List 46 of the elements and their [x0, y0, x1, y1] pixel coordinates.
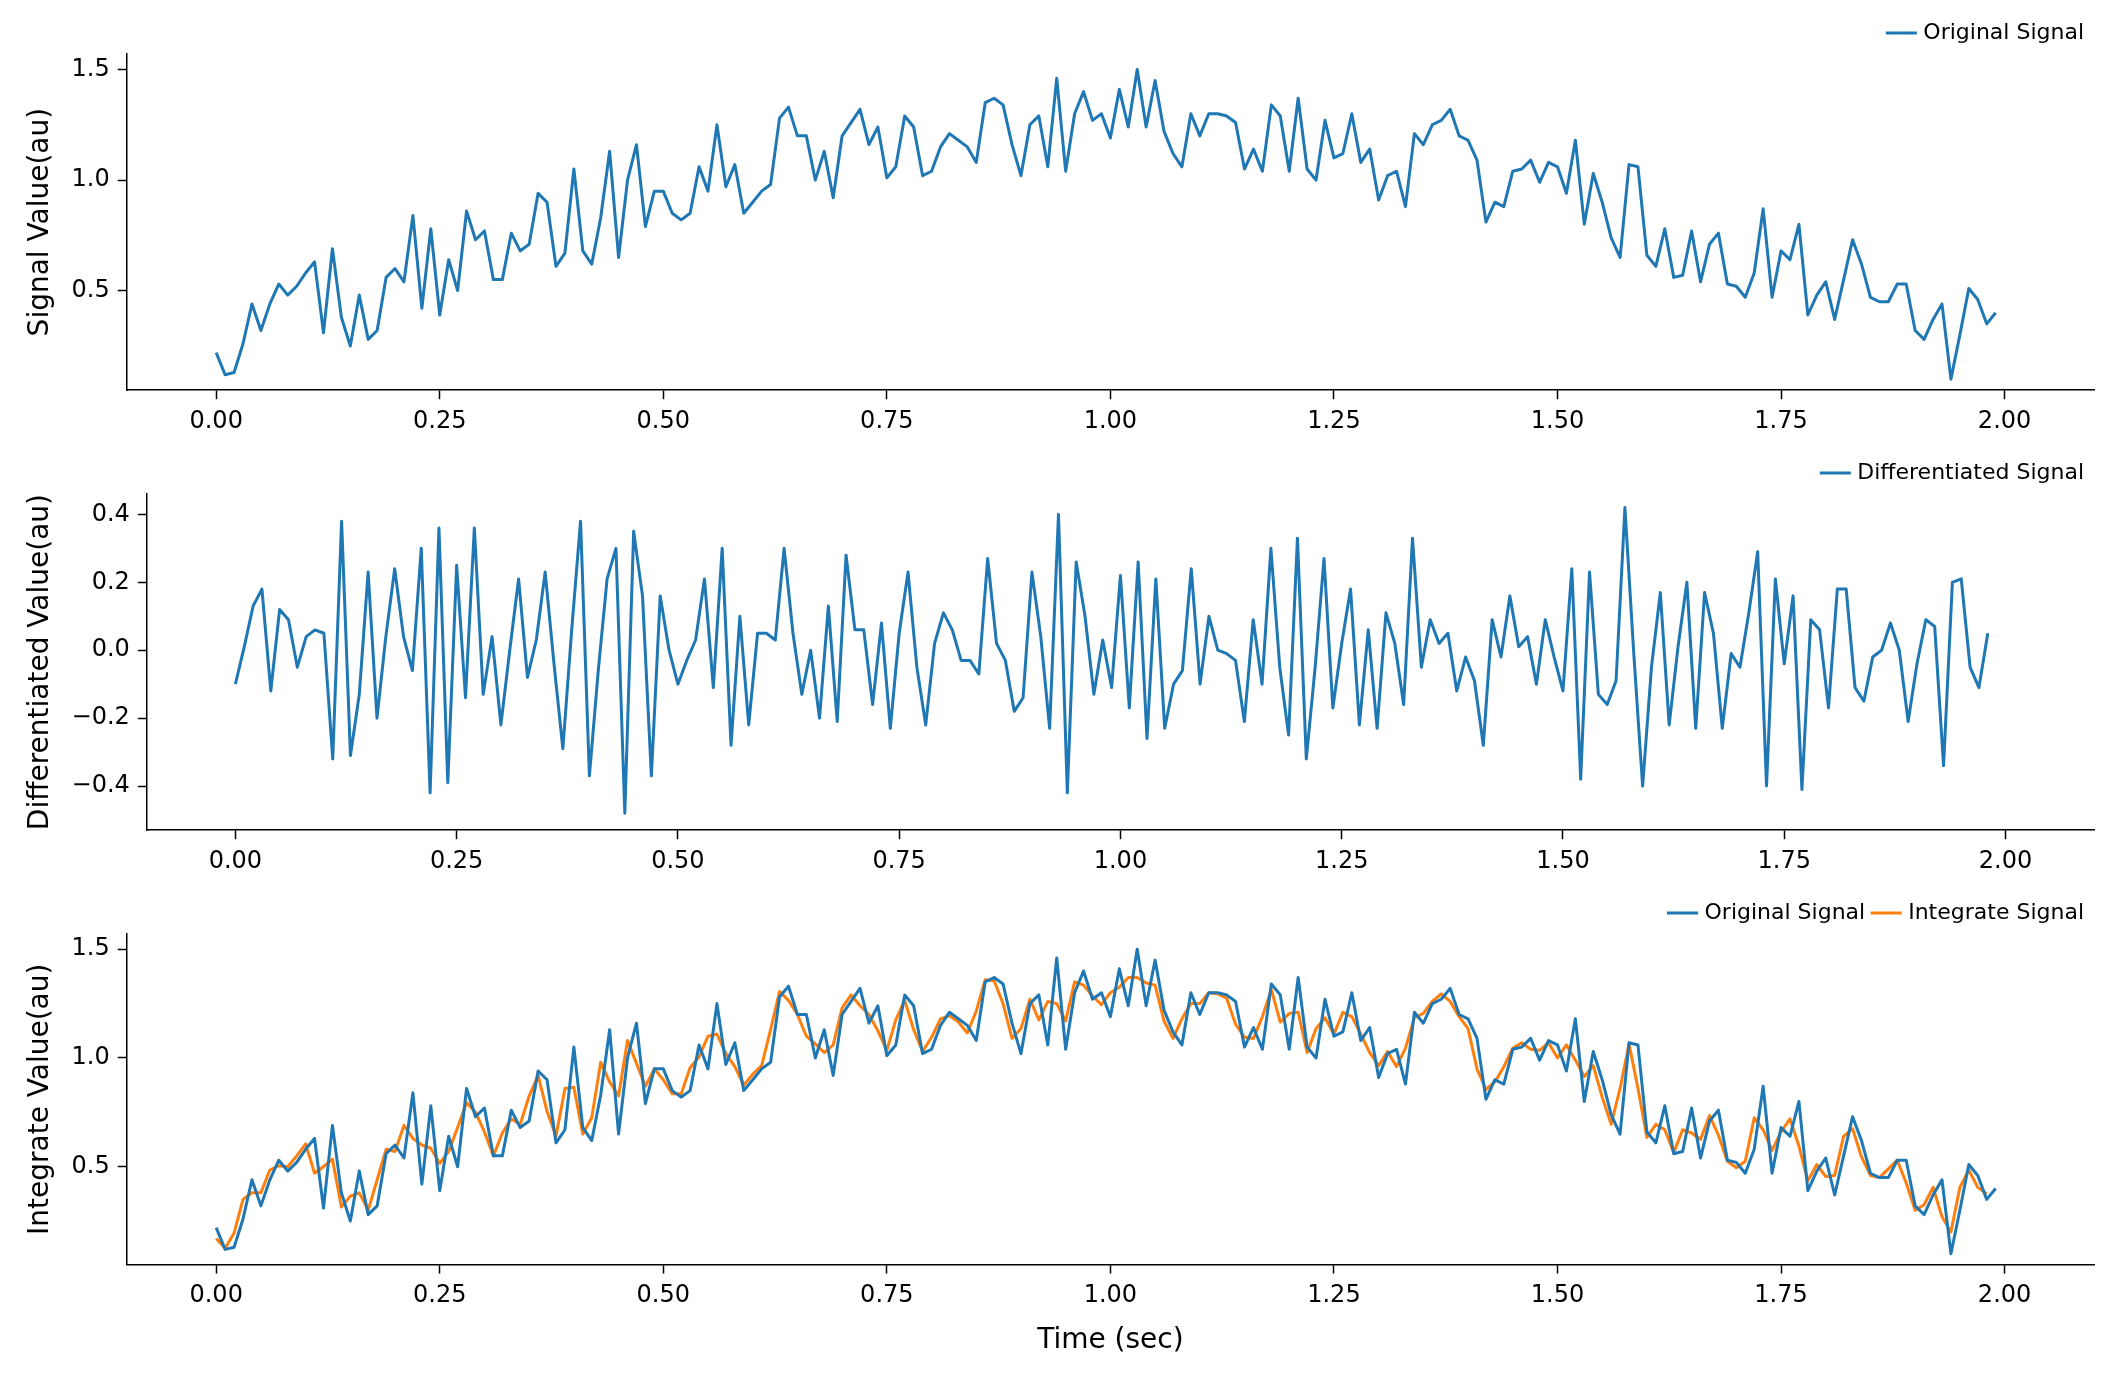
x-tick-label: 0.25: [413, 1280, 467, 1309]
x-tick-label: 0.25: [413, 405, 467, 434]
y-tick-label: 0.2: [91, 566, 130, 595]
y-tick-label: −0.2: [71, 702, 130, 731]
x-tick-label: 1.75: [1754, 1280, 1808, 1309]
x-tick-label: 1.50: [1530, 1280, 1585, 1309]
legend-label: Integrate Signal: [1908, 898, 2085, 924]
y-axis-title: Integrate Value(au): [22, 963, 56, 1235]
x-tick-label: 1.25: [1307, 405, 1361, 434]
y-tick-label: 1.0: [71, 164, 110, 193]
x-tick-label: 1.25: [1307, 1280, 1361, 1309]
x-axis-title: Time (sec): [1036, 1322, 1184, 1356]
legend-label: Differentiated Signal: [1857, 458, 2084, 484]
y-tick-label: 0.4: [91, 498, 130, 527]
x-tick-label: 1.50: [1530, 405, 1585, 434]
x-tick-label: 2.00: [1977, 405, 2032, 434]
y-tick-label: 1.5: [71, 933, 110, 962]
x-tick-label: 1.00: [1083, 1280, 1138, 1309]
legend-label: Original Signal: [1704, 898, 1866, 924]
x-tick-label: 1.00: [1093, 845, 1148, 874]
x-tick-label: 0.25: [429, 845, 484, 874]
y-axis-title: Differentiated Value(au): [22, 494, 56, 831]
x-tick-label: 1.75: [1757, 845, 1811, 874]
x-tick-label: 0.75: [860, 1280, 914, 1309]
x-tick-label: 2.00: [1978, 845, 2033, 874]
x-tick-label: 1.00: [1083, 405, 1138, 434]
y-tick-label: 0.0: [91, 634, 130, 663]
x-tick-label: 0.50: [651, 845, 705, 874]
y-axis-title: Signal Value(au): [22, 107, 56, 337]
x-tick-label: 0.50: [636, 405, 690, 434]
y-tick-label: 1.5: [71, 53, 110, 82]
x-tick-label: 0.00: [189, 405, 243, 434]
y-tick-label: 1.0: [71, 1042, 110, 1071]
x-tick-label: 1.75: [1754, 405, 1808, 434]
x-tick-label: 0.75: [872, 845, 926, 874]
y-tick-label: −0.4: [71, 770, 130, 799]
x-tick-label: 0.00: [189, 1280, 243, 1309]
x-tick-label: 1.50: [1536, 845, 1590, 874]
y-tick-label: 0.5: [71, 274, 110, 303]
legend-label: Original Signal: [1923, 18, 2085, 44]
y-tick-label: 0.5: [71, 1150, 110, 1179]
x-tick-label: 1.25: [1314, 845, 1369, 874]
x-tick-label: 0.00: [208, 845, 263, 874]
x-tick-label: 0.50: [636, 1280, 690, 1309]
x-tick-label: 0.75: [860, 405, 914, 434]
x-tick-label: 2.00: [1977, 1280, 2032, 1309]
